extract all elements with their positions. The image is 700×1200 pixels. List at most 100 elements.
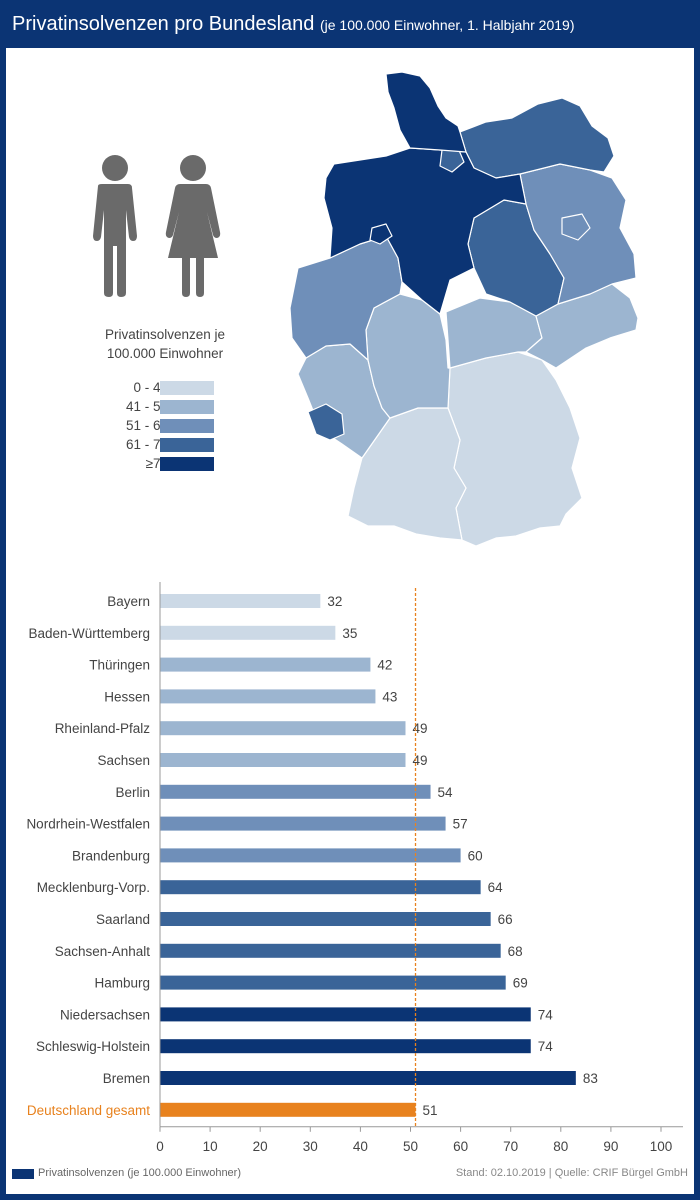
category-label: Saarland <box>96 912 150 927</box>
bar <box>160 912 491 926</box>
page-title: Privatinsolvenzen pro Bundesland (je 100… <box>12 13 575 36</box>
x-tick-label: 70 <box>503 1139 518 1154</box>
category-label: Brandenburg <box>72 848 150 863</box>
footer: Privatinsolvenzen (je 100.000 Einwohner)… <box>0 1162 700 1190</box>
footer-legend-label: Privatinsolvenzen (je 100.000 Einwohner) <box>38 1167 242 1179</box>
bar <box>160 848 461 863</box>
bar <box>160 1102 416 1117</box>
people-icon <box>93 155 221 297</box>
value-label: 51 <box>423 1103 438 1118</box>
region-mecklenburg-vorpommern <box>459 97 615 179</box>
bar-chart: Bayern 32 Baden-Württemberg 35 Thüringen 42 He… <box>26 582 683 1154</box>
value-label: 32 <box>327 594 342 609</box>
category-label: Sachsen-Anhalt <box>55 944 151 959</box>
category-label: Thüringen <box>89 658 150 673</box>
category-label: Sachsen <box>97 753 150 768</box>
bar <box>160 753 406 767</box>
bar <box>160 784 431 799</box>
legend-item-label: 51 - 60 <box>125 418 168 433</box>
bars-group: Bayern 32 Baden-Württemberg 35 Thüringen 42 He… <box>26 594 598 1118</box>
category-label: Schleswig-Holstein <box>36 1039 150 1054</box>
x-tick-label: 10 <box>203 1139 218 1154</box>
region-schleswig-holstein <box>385 71 467 153</box>
category-label: Nordrhein-Westfalen <box>26 817 150 832</box>
value-label: 60 <box>468 848 483 863</box>
region-bayern <box>447 351 583 547</box>
legend-swatch <box>160 381 214 395</box>
x-tick-label: 50 <box>403 1139 418 1154</box>
category-label: Deutschland gesamt <box>27 1103 150 1118</box>
germany-map <box>290 71 639 547</box>
bar <box>160 1071 576 1085</box>
value-label: 66 <box>498 912 513 927</box>
header-bar: Privatinsolvenzen pro Bundesland (je 100… <box>0 0 700 48</box>
legend-item: 41 - 50 <box>70 399 220 415</box>
region-bremen <box>369 223 393 245</box>
woman-body-icon <box>165 184 221 297</box>
bar <box>160 689 376 704</box>
value-label: 64 <box>488 880 504 895</box>
legend-item: 51 - 60 <box>70 418 220 434</box>
bar <box>160 721 406 736</box>
category-label: Bremen <box>103 1071 150 1086</box>
value-label: 49 <box>412 753 427 768</box>
source-note: Stand: 02.10.2019 | Quelle: CRIF Bürgel … <box>455 1167 688 1179</box>
axis-group: 0 10 20 30 40 50 60 70 80 90 100 <box>156 582 683 1154</box>
x-tick-label: 80 <box>553 1139 568 1154</box>
legend-item-label: 41 - 50 <box>125 399 168 414</box>
x-tick-label: 40 <box>353 1139 368 1154</box>
region-baden-wuerttemberg <box>347 407 467 541</box>
footer-legend-swatch <box>12 1169 34 1179</box>
value-label: 42 <box>377 658 392 673</box>
category-label: Mecklenburg-Vorp. <box>37 880 150 895</box>
category-label: Hamburg <box>94 976 150 991</box>
bar <box>160 816 446 831</box>
value-label: 35 <box>342 626 357 641</box>
title-main: Privatinsolvenzen pro Bundesland <box>12 13 315 35</box>
woman-head-icon <box>180 155 206 181</box>
bar <box>160 975 506 990</box>
bar <box>160 1007 531 1022</box>
region-saarland <box>307 403 345 441</box>
legend-title-line2: 100.000 Einwohner <box>106 346 224 361</box>
category-label: Niedersachsen <box>60 1007 150 1022</box>
value-label: 68 <box>508 944 523 959</box>
value-label: 69 <box>513 976 528 991</box>
value-label: 43 <box>382 689 397 704</box>
value-label: 74 <box>538 1039 554 1054</box>
legend-item-label: 0 - 40 <box>133 380 168 395</box>
bar <box>160 657 371 672</box>
legend-title-line1: Privatinsolvenzen je <box>104 327 226 342</box>
legend-swatch <box>160 400 214 414</box>
x-tick-label: 0 <box>156 1139 164 1154</box>
man-head-icon <box>102 155 128 181</box>
legend-item: 0 - 40 <box>70 380 220 396</box>
bar <box>160 625 336 640</box>
value-label: 49 <box>412 721 427 736</box>
x-tick-label: 20 <box>253 1139 268 1154</box>
legend-title: Privatinsolvenzen je 100.000 Einwohner <box>60 325 270 363</box>
bar <box>160 1039 531 1054</box>
category-label: Hessen <box>104 689 150 704</box>
x-tick-label: 100 <box>650 1139 673 1154</box>
category-label: Berlin <box>115 785 150 800</box>
bar <box>160 880 481 895</box>
legend-item-label: 61 - 70 <box>125 437 168 452</box>
x-tick-label: 30 <box>303 1139 318 1154</box>
category-label: Rheinland-Pfalz <box>55 721 151 736</box>
x-tick-label: 60 <box>453 1139 468 1154</box>
bar <box>160 943 501 958</box>
man-body-icon <box>93 184 137 297</box>
legend-item: ≥71 <box>70 456 220 472</box>
value-label: 57 <box>453 817 468 832</box>
title-subtitle: (je 100.000 Einwohner, 1. Halbjahr 2019) <box>319 17 575 33</box>
value-label: 74 <box>538 1007 554 1022</box>
value-label: 83 <box>583 1071 598 1086</box>
category-label: Bayern <box>107 594 150 609</box>
legend-swatch <box>160 438 214 452</box>
legend-swatch <box>160 457 214 471</box>
region-berlin <box>561 213 591 241</box>
category-label: Baden-Württemberg <box>28 626 150 641</box>
legend-item: 61 - 70 <box>70 437 220 453</box>
legend-swatch <box>160 419 214 433</box>
